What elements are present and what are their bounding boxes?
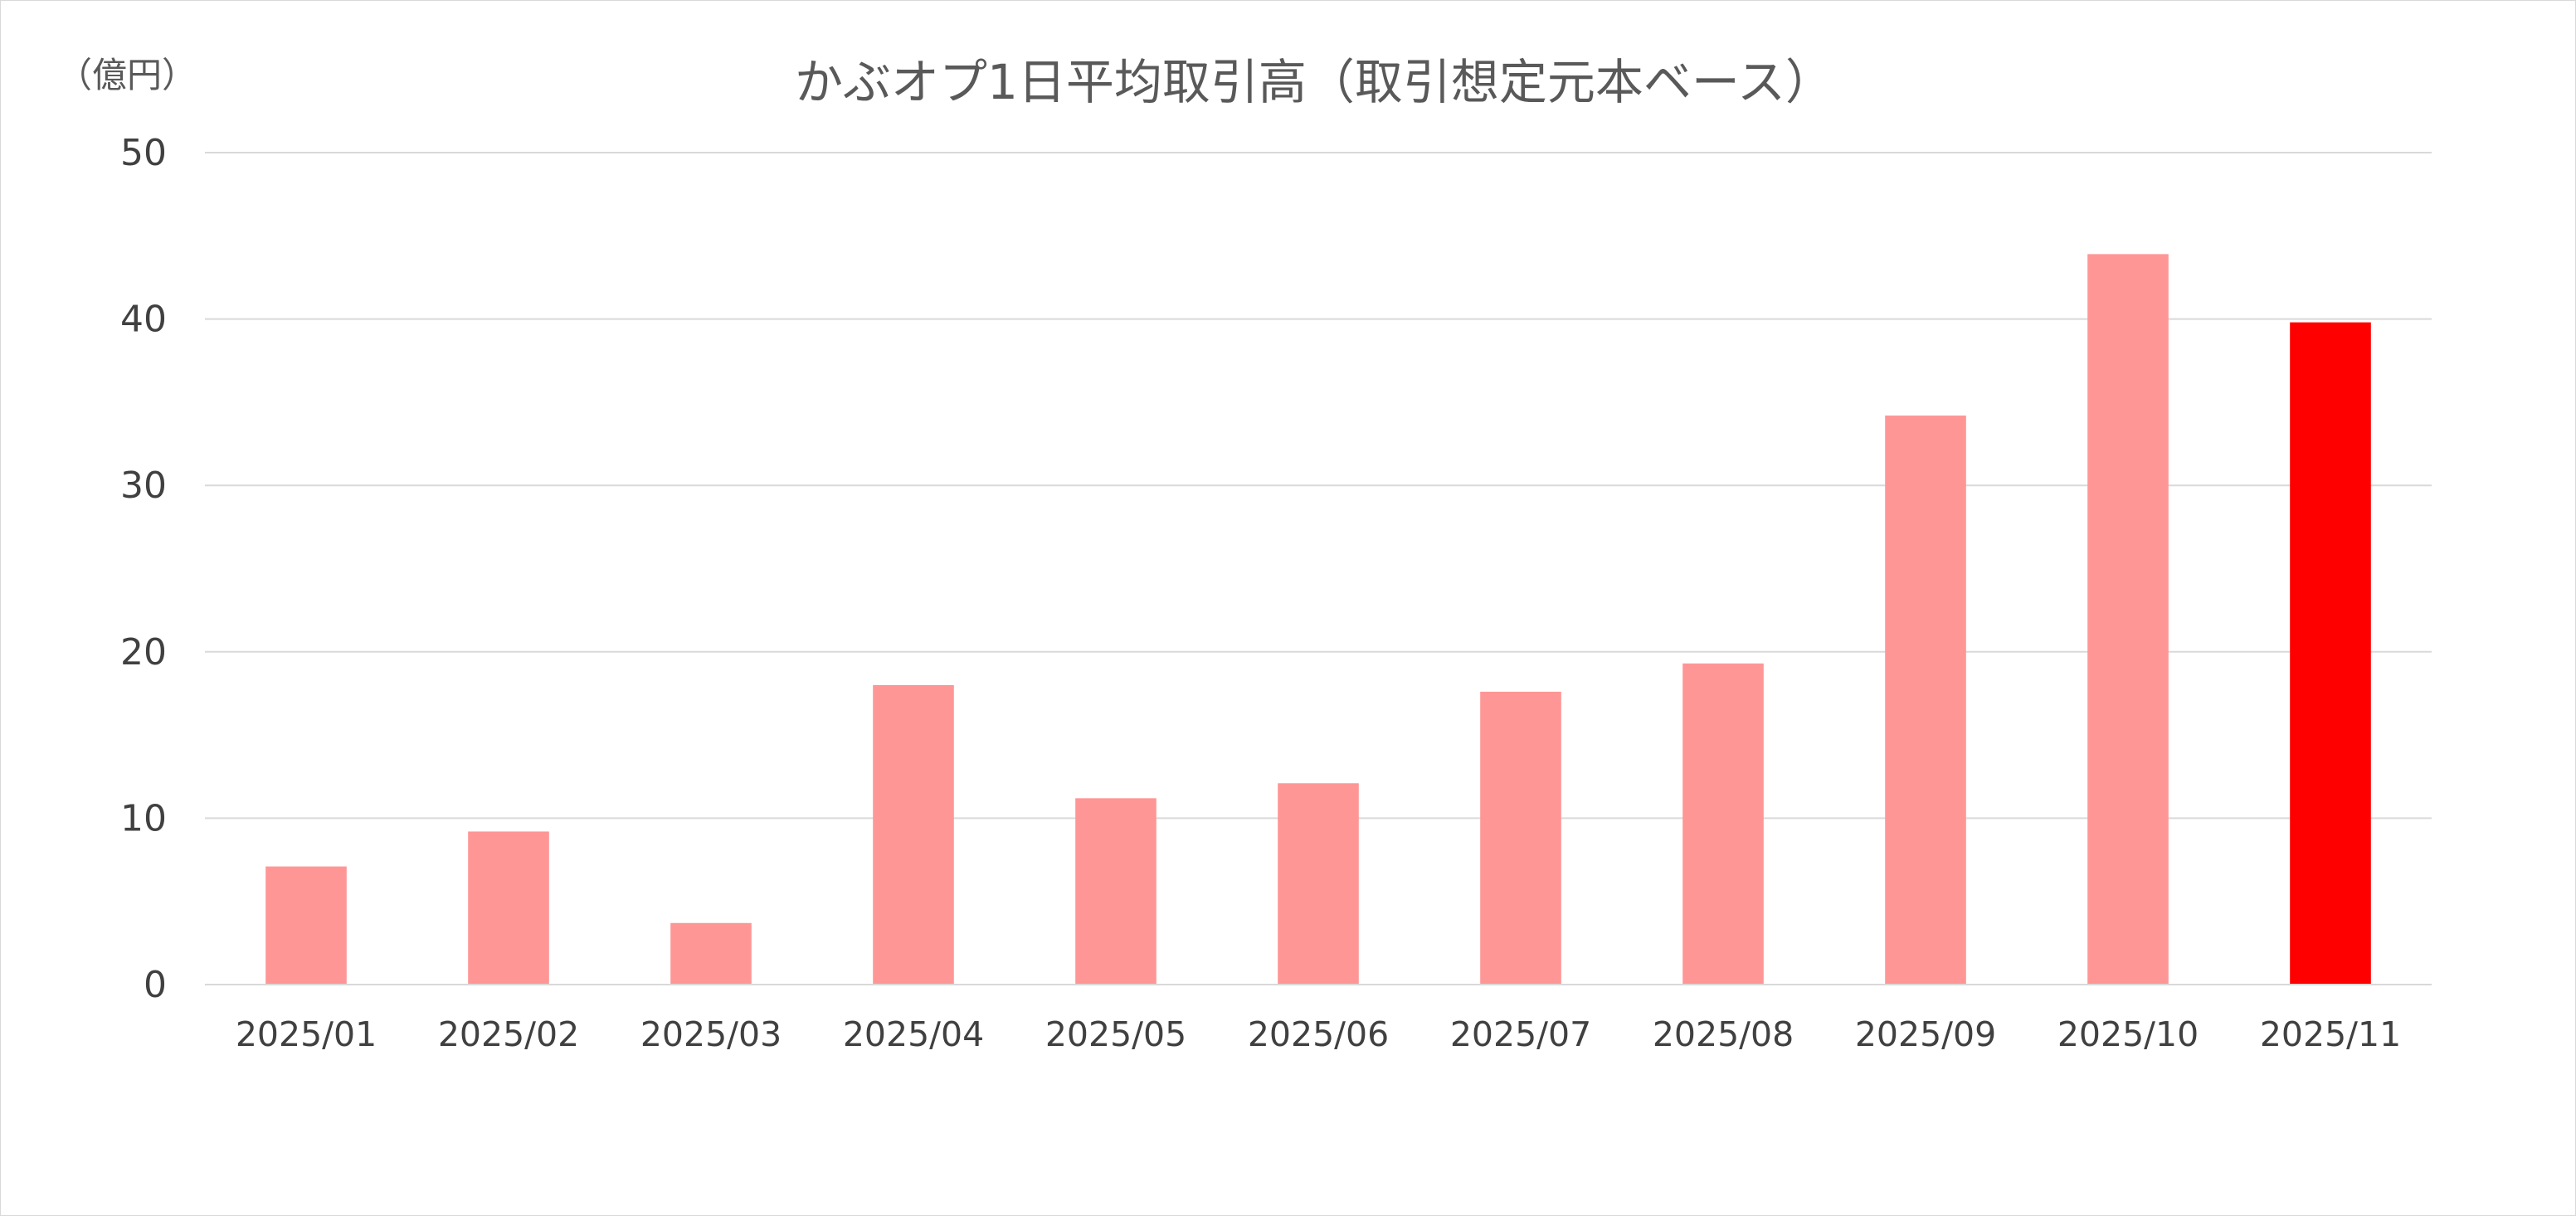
bar-2025/04 (873, 684, 954, 985)
bar-2025/01 (265, 866, 347, 985)
x-tick-label: 2025/06 (1248, 1014, 1389, 1054)
y-tick-label: 10 (120, 797, 167, 839)
x-tick-labels: 2025/01 2025/02 2025/03 2025/04 2025/05 2025/… (236, 1014, 2401, 1054)
y-tick-label: 30 (120, 465, 167, 507)
bar-2025/06 (1278, 783, 1359, 985)
x-tick-label: 2025/11 (2260, 1014, 2401, 1054)
gridlines (205, 152, 2432, 820)
bar-2025/02 (468, 831, 549, 985)
bar-2025/09 (1885, 415, 1966, 985)
x-tick-label: 2025/07 (1450, 1014, 1591, 1054)
x-tick-label: 2025/02 (438, 1014, 579, 1054)
y-tick-label: 50 (120, 132, 167, 174)
x-tick-label: 2025/08 (1653, 1014, 1794, 1054)
x-tick-label: 2025/09 (1855, 1014, 1996, 1054)
x-tick-label: 2025/04 (843, 1014, 984, 1054)
bar-2025/08 (1682, 663, 1764, 985)
bar-2025/07 (1480, 691, 1561, 985)
y-tick-label: 20 (120, 631, 167, 674)
bar-2025/10 (2087, 254, 2169, 985)
bar-2025/05 (1075, 798, 1157, 985)
x-tick-label: 2025/05 (1045, 1014, 1186, 1054)
bars (265, 254, 2371, 985)
x-tick-label: 2025/03 (640, 1014, 782, 1054)
x-tick-label: 2025/01 (236, 1014, 377, 1054)
bar-2025/11 (2290, 322, 2371, 985)
y-axis-unit-label: （億円） (57, 55, 197, 95)
y-tick-label: 0 (144, 964, 167, 1006)
x-tick-label: 2025/10 (2057, 1014, 2199, 1054)
y-tick-labels: 0 10 20 30 40 50 (120, 132, 167, 1006)
bar-2025/03 (670, 922, 752, 985)
chart-title: かぶオプ1日平均取引高（取引想定元本ベース） (795, 54, 1833, 110)
y-tick-label: 40 (120, 299, 167, 341)
